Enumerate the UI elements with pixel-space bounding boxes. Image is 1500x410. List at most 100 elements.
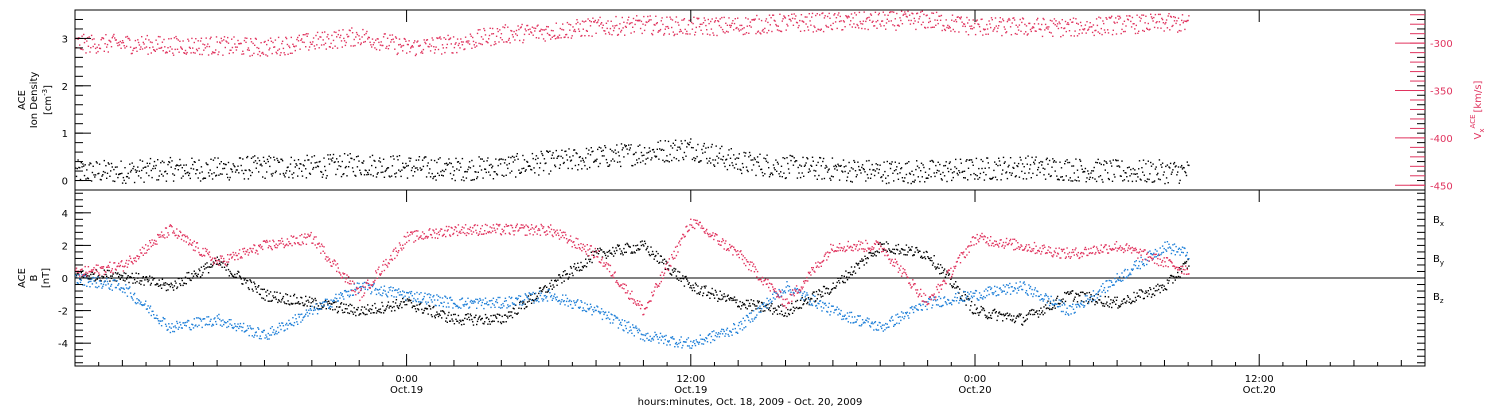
vx-point	[628, 23, 631, 25]
by-point	[345, 291, 347, 293]
vx-point	[1054, 24, 1056, 26]
bx-point	[778, 306, 780, 308]
bx-point	[396, 305, 398, 307]
bx-point	[1031, 308, 1033, 311]
vx-point	[706, 29, 708, 31]
by-point	[331, 306, 333, 308]
bx-point	[274, 296, 277, 298]
ion-density-point	[215, 174, 218, 176]
bx-point	[1123, 298, 1126, 300]
ion-density-point	[174, 168, 176, 170]
ion-density-point	[382, 158, 385, 160]
bx-point	[915, 247, 917, 249]
bx-point	[460, 324, 463, 326]
bx-point	[1168, 279, 1170, 282]
bx-point	[168, 284, 170, 286]
vx-point	[1061, 19, 1063, 21]
by-point	[242, 326, 244, 329]
bx-point	[632, 244, 635, 247]
bx-point	[726, 295, 729, 297]
ion-density-point	[830, 179, 832, 181]
ion-density-point	[620, 143, 623, 145]
ion-density-point	[730, 148, 732, 150]
bx-point	[1091, 298, 1094, 300]
vx-point	[846, 17, 849, 19]
by-point	[103, 281, 105, 283]
vx-point	[583, 21, 585, 23]
by-point	[472, 300, 474, 302]
ion-density-point	[1026, 163, 1028, 165]
by-point	[336, 300, 339, 302]
vx-point	[115, 39, 117, 41]
vx-point	[178, 51, 180, 53]
bx-point	[1111, 301, 1114, 304]
bx-point	[461, 319, 464, 321]
bx-point	[157, 285, 160, 287]
bx-point	[570, 267, 573, 269]
vx-point	[339, 36, 341, 39]
bx-point	[240, 278, 242, 280]
ion-density-point	[651, 157, 653, 159]
by-point	[112, 279, 114, 282]
vx-point	[571, 35, 573, 37]
vx-point	[167, 47, 169, 49]
bx-point	[1182, 263, 1184, 265]
ion-density-point	[842, 171, 844, 173]
bx-point	[1086, 292, 1088, 294]
vx-point	[611, 34, 613, 36]
ion-density-point	[866, 173, 869, 176]
ion-density-point	[190, 167, 192, 170]
by-point	[164, 318, 166, 320]
ion-density-point	[1091, 177, 1094, 179]
ion-density-point	[811, 156, 814, 158]
bx-point	[1098, 299, 1100, 301]
bx-point	[856, 263, 858, 265]
ion-density-point	[351, 157, 353, 160]
bx-point	[649, 254, 651, 257]
vx-point	[912, 22, 915, 25]
ion-density-point	[1086, 177, 1088, 179]
vx-point	[289, 46, 291, 49]
bx-point	[361, 306, 363, 308]
ion-density-point	[554, 165, 557, 168]
ion-density-point	[867, 177, 869, 179]
ion-density-point	[454, 179, 456, 182]
bx-point	[593, 254, 595, 257]
vx-point	[231, 38, 233, 40]
ion-density-point	[197, 177, 199, 179]
vx-point	[1046, 26, 1048, 28]
vx-point	[754, 18, 756, 20]
bx-point	[539, 287, 542, 289]
by-point	[299, 313, 301, 316]
ion-density-point	[949, 161, 951, 163]
vx-point	[983, 29, 986, 31]
vx-point	[191, 37, 193, 40]
ion-density-point	[954, 166, 956, 168]
vx-point	[279, 54, 281, 56]
bx-point	[713, 297, 716, 299]
bx-point	[605, 257, 608, 259]
vx-point	[682, 32, 684, 34]
vx-point	[484, 34, 487, 36]
by-point	[167, 328, 169, 331]
ion-density-point	[403, 167, 405, 169]
bx-point	[894, 253, 896, 255]
ion-density-point	[905, 173, 908, 176]
bx-point	[594, 251, 596, 253]
bx-point	[1143, 297, 1145, 300]
bx-point	[426, 308, 429, 310]
ion-density-point	[1172, 169, 1174, 171]
by-point	[304, 315, 306, 317]
vx-point	[388, 44, 390, 47]
by-point	[79, 281, 82, 284]
vx-point	[609, 27, 612, 30]
ion-density-point	[194, 161, 196, 163]
vx-point	[753, 19, 756, 21]
by-point	[552, 297, 554, 300]
vx-point	[791, 13, 793, 15]
bx-point	[780, 304, 782, 306]
vx-point	[264, 40, 266, 43]
bx-point	[294, 302, 296, 305]
vx-point	[383, 33, 386, 35]
by-point	[83, 284, 86, 286]
